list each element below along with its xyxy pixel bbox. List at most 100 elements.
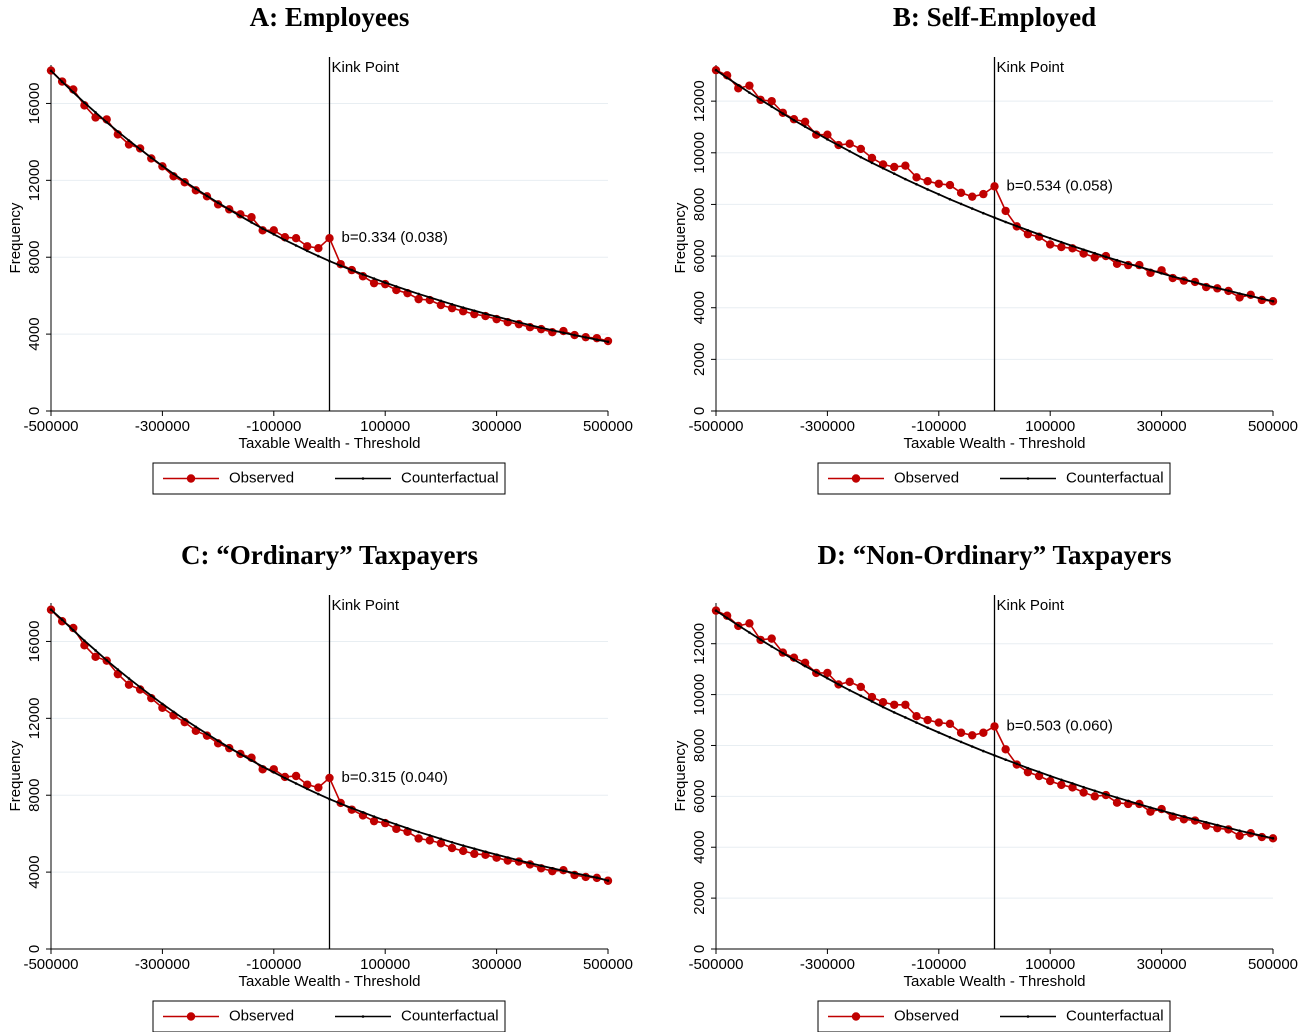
point xyxy=(71,90,75,94)
point xyxy=(325,233,334,243)
point xyxy=(328,259,331,263)
point xyxy=(901,700,910,709)
point xyxy=(881,705,885,709)
point xyxy=(172,710,175,714)
y-tick-label: 4000 xyxy=(691,291,708,324)
point xyxy=(867,153,877,163)
point xyxy=(239,214,242,218)
legend-marker xyxy=(851,1012,861,1021)
point xyxy=(124,680,134,689)
chart-title: B: Self-Employed xyxy=(893,2,1096,32)
point xyxy=(1023,767,1033,777)
point xyxy=(1090,792,1099,801)
point xyxy=(484,312,487,316)
y-tick-label: 0 xyxy=(26,407,43,415)
legend-label: Observed xyxy=(229,1007,294,1024)
point xyxy=(250,221,253,224)
x-tick-label: -100000 xyxy=(911,956,966,973)
point xyxy=(1026,766,1030,770)
point xyxy=(904,716,907,719)
point xyxy=(915,182,918,186)
legend-marker xyxy=(851,474,861,483)
chart-title: A: Employees xyxy=(250,2,410,32)
y-axis-label: Frequency xyxy=(7,202,24,273)
legend-marker xyxy=(1026,477,1030,480)
point xyxy=(934,179,943,188)
point xyxy=(803,664,807,668)
point xyxy=(1093,789,1097,793)
point xyxy=(823,668,832,678)
point xyxy=(1104,255,1108,259)
x-tick-label: -300000 xyxy=(800,418,855,435)
point xyxy=(1071,782,1074,785)
point xyxy=(968,192,977,201)
point xyxy=(216,201,220,205)
point xyxy=(406,826,409,830)
point xyxy=(1227,289,1230,292)
x-tick-label: -500000 xyxy=(23,956,78,973)
point xyxy=(361,273,365,276)
point xyxy=(1082,248,1085,251)
point xyxy=(227,208,231,211)
point xyxy=(1171,275,1175,278)
y-tick-label: 8000 xyxy=(691,729,708,762)
point xyxy=(183,180,186,183)
x-tick-label: -300000 xyxy=(135,956,190,973)
point xyxy=(1004,220,1007,224)
point xyxy=(959,740,963,744)
point xyxy=(736,83,740,87)
point xyxy=(447,303,457,313)
point xyxy=(369,816,379,826)
y-tick-label: 6000 xyxy=(691,780,708,813)
point xyxy=(814,670,818,674)
x-tick-label: 100000 xyxy=(360,418,410,435)
point xyxy=(892,711,896,714)
y-tick-label: 2000 xyxy=(691,343,708,376)
y-tick-label: 4000 xyxy=(26,855,43,888)
y-tick-label: 4000 xyxy=(691,831,708,864)
point xyxy=(1160,272,1163,275)
point xyxy=(993,216,996,219)
point xyxy=(912,712,921,721)
x-tick-label: -100000 xyxy=(246,956,301,973)
point xyxy=(314,783,323,792)
point xyxy=(551,866,554,870)
point xyxy=(450,841,454,844)
legend-marker xyxy=(186,474,196,483)
point xyxy=(748,631,751,634)
point xyxy=(990,182,999,191)
point xyxy=(473,309,476,312)
point xyxy=(506,318,510,321)
x-tick-label: 100000 xyxy=(360,956,410,973)
point xyxy=(803,125,807,129)
point xyxy=(314,243,323,253)
point xyxy=(1104,793,1108,796)
point xyxy=(1238,292,1241,295)
point xyxy=(161,702,164,706)
point xyxy=(395,823,398,826)
chart-title: D: “Non-Ordinary” Taxpayers xyxy=(817,540,1171,570)
point xyxy=(1160,809,1163,812)
point xyxy=(60,80,64,84)
y-tick-label: 12000 xyxy=(26,697,43,739)
panel: C: “Ordinary” Taxpayers 0 4000 8000 12000 160… xyxy=(7,540,633,1032)
point xyxy=(395,285,398,288)
point xyxy=(1071,244,1074,248)
y-tick-label: 12000 xyxy=(691,623,708,665)
point xyxy=(926,188,929,191)
x-tick-label: 100000 xyxy=(1025,956,1075,973)
annotation: b=0.334 (0.038) xyxy=(342,229,448,246)
point xyxy=(937,193,941,196)
point xyxy=(369,278,379,288)
point xyxy=(859,694,863,698)
panel: B: Self-Employed 0 2000 4000 6000 8000 10000 12… xyxy=(672,2,1298,495)
point xyxy=(1204,283,1208,287)
point xyxy=(247,213,256,222)
point xyxy=(767,634,776,643)
point xyxy=(272,233,276,236)
legend-marker xyxy=(361,1015,365,1018)
point xyxy=(361,811,365,814)
point xyxy=(339,264,342,267)
x-tick-label: 500000 xyxy=(583,418,633,435)
point xyxy=(856,144,866,154)
